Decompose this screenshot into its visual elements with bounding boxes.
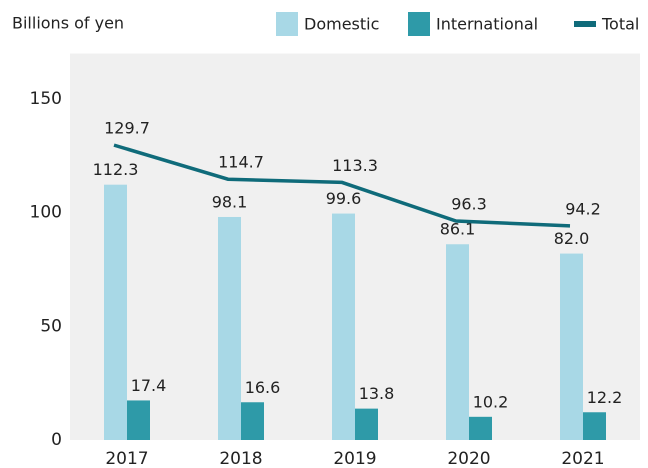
data-label: 94.2 (565, 199, 601, 218)
bar (127, 400, 150, 440)
data-label: 96.3 (451, 195, 487, 214)
bar (583, 412, 606, 440)
y-tick-label: 150 (30, 89, 62, 109)
x-tick-label: 2017 (105, 449, 148, 468)
bar (104, 184, 127, 440)
data-label: 13.8 (359, 384, 395, 403)
data-label: 112.3 (93, 160, 139, 179)
data-label: 98.1 (212, 192, 248, 211)
legend-swatch (408, 12, 430, 36)
data-label: 10.2 (473, 392, 509, 411)
bar (469, 416, 492, 440)
bar (446, 244, 469, 440)
legend-swatch (574, 21, 596, 27)
data-label: 82.0 (554, 229, 590, 248)
x-tick-label: 2021 (561, 449, 604, 468)
line (113, 143, 571, 228)
data-label: 129.7 (104, 119, 150, 138)
bar (332, 213, 355, 440)
legend-label: International (436, 15, 538, 34)
y-axis-title: Billions of yen (12, 14, 124, 33)
y-tick-label: 0 (51, 430, 62, 450)
y-tick-label: 100 (30, 203, 62, 223)
data-label: 17.4 (131, 376, 167, 395)
legend-swatch (276, 12, 298, 36)
bar (241, 402, 264, 440)
data-label: 113.3 (332, 156, 378, 175)
x-tick-label: 2019 (333, 449, 376, 468)
x-tick-label: 2018 (219, 449, 262, 468)
data-label: 99.6 (326, 189, 362, 208)
legend-label: Domestic (304, 15, 379, 34)
data-label: 12.2 (587, 388, 623, 407)
data-label: 114.7 (218, 153, 264, 172)
data-label: 16.6 (245, 378, 281, 397)
y-tick-label: 50 (40, 316, 62, 336)
bar (560, 253, 583, 440)
bar (355, 408, 378, 440)
legend-label: Total (601, 15, 639, 34)
data-label: 86.1 (440, 220, 476, 239)
bar (218, 216, 241, 440)
x-tick-label: 2020 (447, 449, 490, 468)
